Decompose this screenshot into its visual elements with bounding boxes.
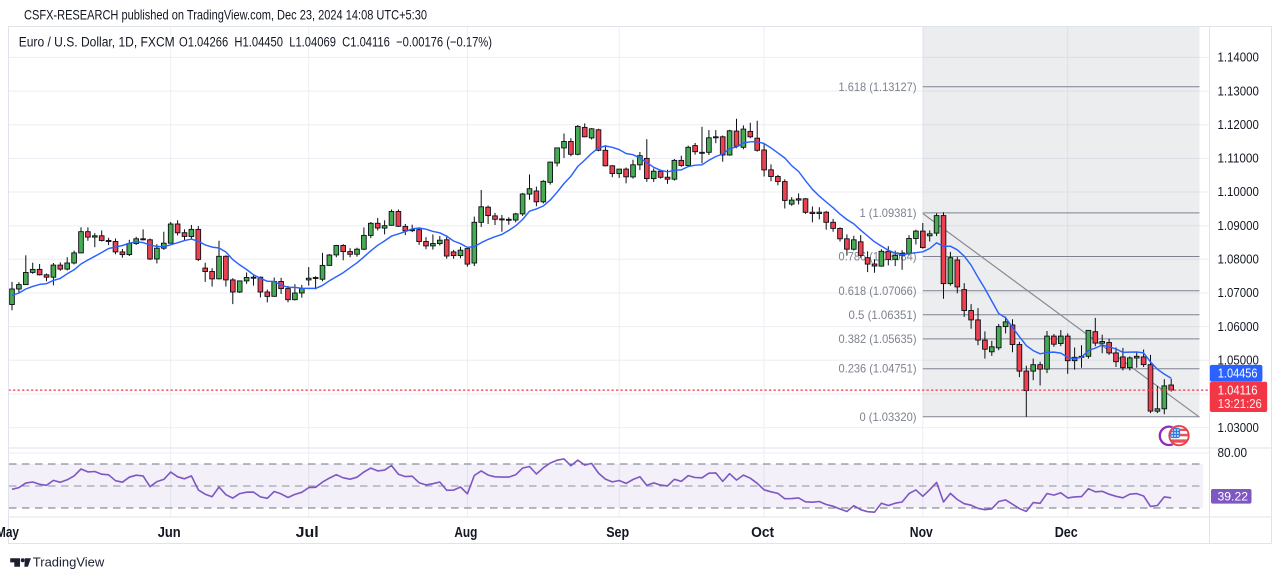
svg-text:0 (1.03320): 0 (1.03320) bbox=[860, 410, 917, 424]
svg-text:1.618 (1.13127): 1.618 (1.13127) bbox=[839, 80, 917, 94]
svg-text:1 (1.09381): 1 (1.09381) bbox=[860, 206, 917, 220]
svg-text:1.07000: 1.07000 bbox=[1218, 286, 1259, 300]
svg-text:1.11000: 1.11000 bbox=[1218, 152, 1259, 166]
svg-text:13:21:26: 13:21:26 bbox=[1218, 397, 1262, 411]
svg-text:1.09000: 1.09000 bbox=[1218, 219, 1259, 233]
svg-text:80.00: 80.00 bbox=[1218, 446, 1248, 460]
svg-text:1.04116: 1.04116 bbox=[1218, 384, 1258, 398]
svg-text:1.06000: 1.06000 bbox=[1218, 320, 1259, 334]
svg-text:1.14000: 1.14000 bbox=[1218, 51, 1259, 65]
svg-text:1.12000: 1.12000 bbox=[1218, 118, 1259, 132]
svg-text:Dec: Dec bbox=[1055, 525, 1078, 541]
svg-text:1.10000: 1.10000 bbox=[1218, 185, 1259, 199]
svg-text:1.08000: 1.08000 bbox=[1218, 253, 1259, 267]
svg-text:Aug: Aug bbox=[454, 525, 477, 541]
svg-text:0.382 (1.05635): 0.382 (1.05635) bbox=[839, 332, 917, 346]
svg-text:1.05000: 1.05000 bbox=[1218, 354, 1259, 368]
svg-text:Oct: Oct bbox=[751, 525, 774, 541]
svg-text:0.5 (1.06351): 0.5 (1.06351) bbox=[849, 308, 917, 322]
svg-text:Jun: Jun bbox=[158, 525, 181, 541]
svg-text:O1.04266 H1.04450 L1.04069: O1.04266 H1.04450 L1.04069 C1.04116 −0.0… bbox=[179, 35, 492, 50]
svg-text:1.03000: 1.03000 bbox=[1218, 421, 1259, 435]
svg-text:Euro / U.S. Dollar, 1D, FXCM: Euro / U.S. Dollar, 1D, FXCM bbox=[19, 35, 175, 50]
svg-text:1.04456: 1.04456 bbox=[1218, 367, 1258, 381]
svg-text:Nov: Nov bbox=[910, 525, 933, 541]
svg-text:39.22: 39.22 bbox=[1218, 490, 1249, 504]
svg-text:May: May bbox=[0, 525, 19, 541]
svg-text:1.13000: 1.13000 bbox=[1218, 84, 1259, 98]
svg-text:0.236 (1.04751): 0.236 (1.04751) bbox=[839, 362, 917, 376]
svg-text:TradingView: TradingView bbox=[33, 555, 105, 570]
svg-text:CSFX-RESEARCH published on Tra: CSFX-RESEARCH published on TradingView.c… bbox=[24, 7, 427, 23]
svg-text:Sep: Sep bbox=[606, 525, 629, 541]
svg-text:0.618 (1.07066): 0.618 (1.07066) bbox=[839, 284, 917, 298]
svg-text:0.786 (1.08084): 0.786 (1.08084) bbox=[839, 250, 917, 264]
svg-text:Jul: Jul bbox=[296, 525, 319, 541]
